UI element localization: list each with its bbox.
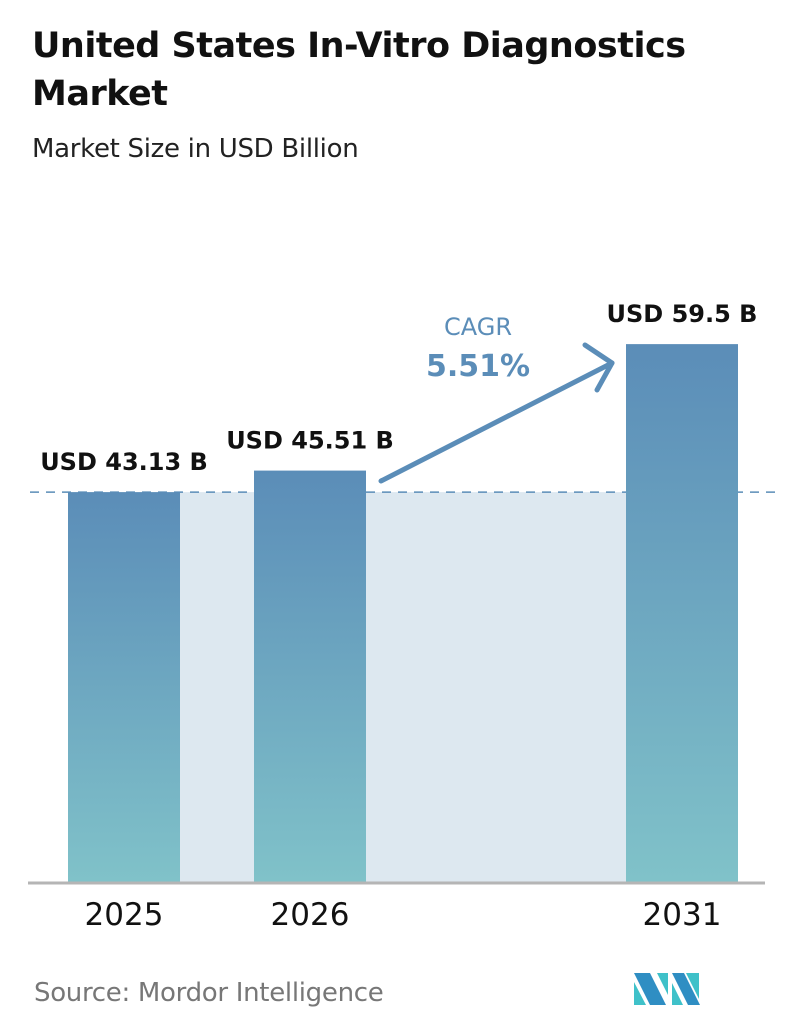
data-label-2025: USD 43.13 B: [40, 448, 208, 476]
x-tick-label-2025: 2025: [85, 897, 164, 933]
source-text: Source: Mordor Intelligence: [34, 978, 384, 1008]
data-label-2026: USD 45.51 B: [226, 427, 394, 455]
chart-subtitle: Market Size in USD Billion: [32, 134, 359, 164]
chart-title: United States In-Vitro Diagnostics Marke…: [32, 26, 686, 114]
bar-2026: [254, 470, 366, 882]
cagr-arrow: [378, 342, 615, 484]
bar-2031: [626, 344, 738, 882]
bar-2025: [68, 492, 180, 882]
mordor-logo: [634, 973, 700, 1005]
data-label-2031: USD 59.5 B: [607, 300, 758, 328]
cagr-value: 5.51%: [426, 349, 530, 384]
baseline-band: [180, 492, 626, 882]
cagr-label: CAGR: [444, 313, 512, 341]
x-tick-label-2026: 2026: [271, 897, 350, 933]
x-tick-label-2031: 2031: [643, 897, 722, 933]
